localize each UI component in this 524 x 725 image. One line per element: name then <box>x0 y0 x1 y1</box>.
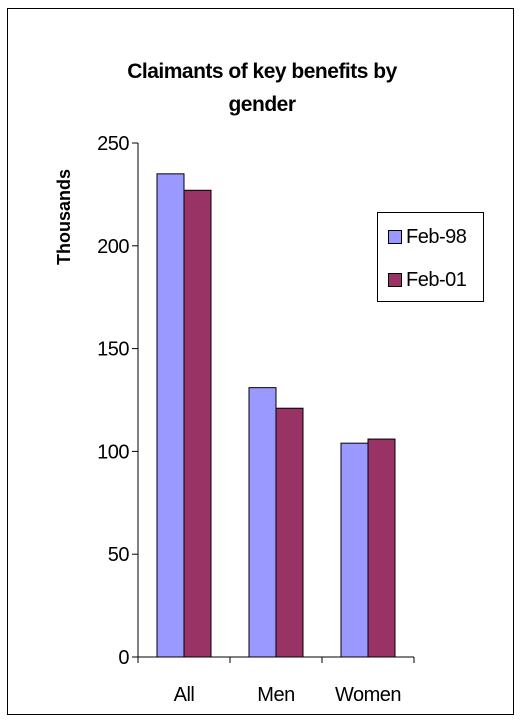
y-tick-label: 100 <box>97 441 129 463</box>
bars-group <box>156 173 396 658</box>
bar <box>275 407 304 658</box>
y-ticks-group: 0 50 100 150 200 250 <box>97 133 138 669</box>
x-tick-label: Men <box>257 684 294 706</box>
x-tick-label: All <box>174 684 195 706</box>
bar <box>367 438 396 658</box>
legend-swatch-feb-98 <box>388 230 402 244</box>
bar <box>156 173 185 658</box>
chart-title-line-2: gender <box>228 93 296 116</box>
y-axis-title: Thousands <box>54 169 74 265</box>
chart-title-line-1: Claimants of key benefits by <box>127 60 397 83</box>
legend-item-feb-98: Feb-98 <box>388 225 467 249</box>
legend-label-feb-98: Feb-98 <box>406 225 467 248</box>
bar <box>248 387 277 658</box>
chart-title: Claimants of key benefits by gender <box>0 55 524 121</box>
y-tick-label: 150 <box>97 339 129 361</box>
bar <box>340 442 369 658</box>
y-tick-label: 0 <box>118 647 129 669</box>
legend-item-feb-01: Feb-01 <box>388 268 467 292</box>
bar <box>183 189 212 658</box>
legend-label-feb-01: Feb-01 <box>406 268 467 291</box>
y-tick-label: 200 <box>97 236 129 258</box>
x-ticks-group: All Men Women <box>137 657 415 706</box>
legend-swatch-feb-01 <box>388 273 402 287</box>
x-tick-label: Women <box>335 684 401 706</box>
y-tick-label: 250 <box>97 133 129 155</box>
y-tick-label: 50 <box>108 544 130 566</box>
chart-legend: Feb-98 Feb-01 <box>377 212 484 302</box>
